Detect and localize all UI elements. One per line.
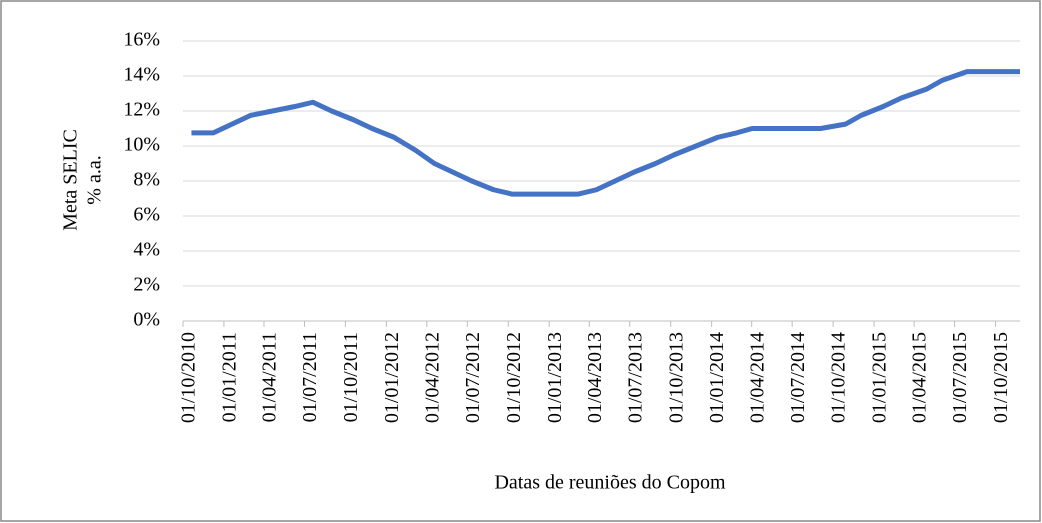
- x-tick-label: 01/10/2013: [665, 332, 687, 423]
- data-line: [191, 69, 1020, 197]
- x-tick-label: 01/07/2013: [624, 332, 646, 423]
- x-tick-label: 01/04/2014: [746, 332, 768, 423]
- y-tick-label: 0%: [133, 309, 160, 331]
- y-tick-label: 10%: [123, 134, 160, 156]
- x-tick-label: 01/07/2014: [787, 332, 809, 423]
- x-tick-label: 01/04/2013: [584, 332, 606, 423]
- x-tick-label: 01/01/2014: [706, 332, 728, 423]
- y-tick-label: 6%: [133, 204, 160, 226]
- x-tick-label: 01/01/2011: [219, 332, 241, 422]
- x-tick-label: 01/01/2013: [544, 332, 566, 423]
- x-axis-label: Datas de reuniões do Copom: [494, 472, 726, 494]
- x-tick-label: 01/04/2015: [909, 332, 931, 423]
- y-tick-label: 4%: [133, 239, 160, 261]
- y-tick-label: 14%: [123, 64, 160, 86]
- x-tick-label: 01/07/2015: [949, 332, 971, 423]
- x-tick-label: 01/07/2012: [462, 332, 484, 423]
- y-axis-label: % a.a.: [84, 155, 106, 204]
- x-tick-label: 01/07/2011: [299, 332, 321, 422]
- y-axis-label: Meta SELIC: [60, 129, 82, 231]
- x-tick-label: 01/01/2015: [869, 332, 891, 423]
- x-tick-label: 01/01/2012: [381, 332, 403, 423]
- y-tick-label: 16%: [123, 29, 160, 51]
- y-tick-label: 2%: [133, 274, 160, 296]
- x-tick-label: 01/10/2012: [503, 332, 525, 423]
- y-tick-label: 8%: [133, 169, 160, 191]
- x-tick-label: 01/04/2012: [421, 332, 443, 423]
- x-tick-label: 01/10/2011: [340, 332, 362, 422]
- x-tick-label: 01/04/2011: [259, 332, 281, 422]
- y-tick-label: 12%: [123, 99, 160, 121]
- x-tick-label: 01/10/2015: [990, 332, 1012, 423]
- x-tick-label: 01/10/2014: [828, 332, 850, 423]
- x-tick-label: 01/10/2010: [178, 332, 200, 423]
